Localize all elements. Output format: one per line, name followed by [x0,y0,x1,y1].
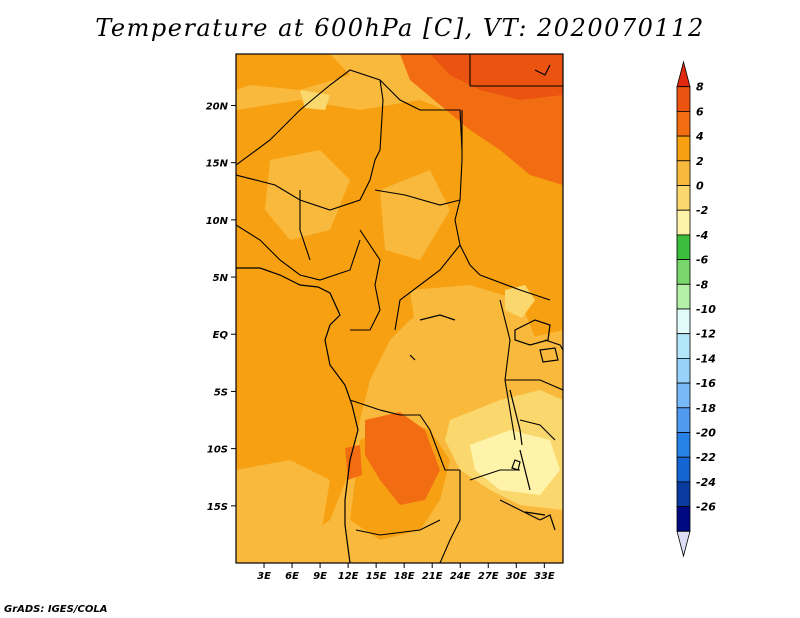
colorbar-label: -22 [696,451,716,464]
colorbar-cell [676,357,691,384]
colorbar-cell [676,283,691,310]
x-tick-label: 30E [506,571,527,582]
colorbar-label: -26 [696,501,716,514]
colorbar-cell [676,432,691,458]
y-tick-label: 15N [206,159,229,170]
colorbar-cell [676,185,691,211]
field-band-6-8 [430,54,563,100]
colorbar-cell [676,234,691,260]
x-tick-label: 6E [285,571,299,582]
field-band-neg2-0 [505,285,535,318]
colorbar-cell [676,308,691,335]
map-frame [235,53,564,564]
field-band-0-2 [380,170,450,260]
x-tick-label: 18E [394,571,415,582]
x-tick-label: 27E [478,571,499,582]
colorbar-cell [676,259,691,285]
colorbar-label: 2 [696,155,704,168]
field-band-0-2 [236,460,330,563]
colorbar-label: 4 [695,130,704,143]
x-axis: 3E 6E 9E 12E 15E 18E 21E 24E 27E 30E 33E [257,563,555,582]
colorbar-cell [676,86,691,112]
colorbar-cell [676,407,691,433]
y-axis: 20N 15N 10N 5N EQ 5S 10S 15S [206,101,236,513]
colorbar-cell [676,506,691,532]
field-band-0-2 [410,285,540,420]
chart-title: Temperature at 600hPa [C], VT: 202007011… [95,14,705,42]
colorbar-label: -2 [696,204,709,217]
colorbar-cell [676,160,691,186]
field-band-2-4 [236,54,350,90]
colorbar-label: -12 [696,328,716,341]
colorbar-cell [676,382,691,409]
colorbar-label: -14 [696,352,716,365]
colorbar-label: -6 [696,254,709,267]
y-tick-label: 10N [206,216,229,227]
colorbar-label: 6 [696,105,704,118]
x-tick-label: 9E [313,571,327,582]
coastline [236,267,359,563]
x-tick-label: 12E [338,571,359,582]
colorbar-label: -10 [696,303,716,316]
x-tick-label: 3E [257,571,271,582]
grads-credit: GrADS: IGES/COLA [4,604,108,615]
colorbar-label: 8 [696,81,704,94]
country-borders [236,54,563,563]
field-band-4-6 [345,445,362,480]
x-tick-label: 24E [450,571,471,582]
y-tick-label: EQ [213,330,229,341]
colorbar-cell [676,135,691,162]
colorbar-label: 0 [696,180,704,193]
colorbar-label: -20 [696,427,716,440]
x-tick-label: 15E [366,571,387,582]
field-band-neg2-0 [300,90,330,110]
colorbar-cell [676,456,691,483]
colorbar-cell [676,111,691,137]
colorbar-label: -16 [696,377,716,390]
colorbar-label: -4 [696,229,708,242]
colorbar-cell [676,481,691,507]
x-tick-label: 21E [422,571,443,582]
colorbar-cell [676,333,691,359]
colorbar-label: -24 [696,476,716,489]
y-tick-label: 5S [214,387,228,398]
y-tick-label: 10S [207,445,228,456]
colorbar-cell [676,60,691,88]
colorbar-label: -8 [696,278,709,291]
colorbar-cell [676,530,691,558]
x-tick-label: 33E [534,571,555,582]
y-tick-label: 20N [206,101,229,112]
field-band-neg4-neg2 [470,430,560,495]
lakes [409,64,559,531]
y-tick-label: 15S [207,502,228,513]
temperature-field [236,54,563,563]
field-band-0-2 [265,150,350,240]
field-band-4-6 [365,412,440,505]
colorbar-cell [676,209,691,236]
colorbar-label: -18 [696,402,716,415]
y-tick-label: 5N [213,273,229,284]
